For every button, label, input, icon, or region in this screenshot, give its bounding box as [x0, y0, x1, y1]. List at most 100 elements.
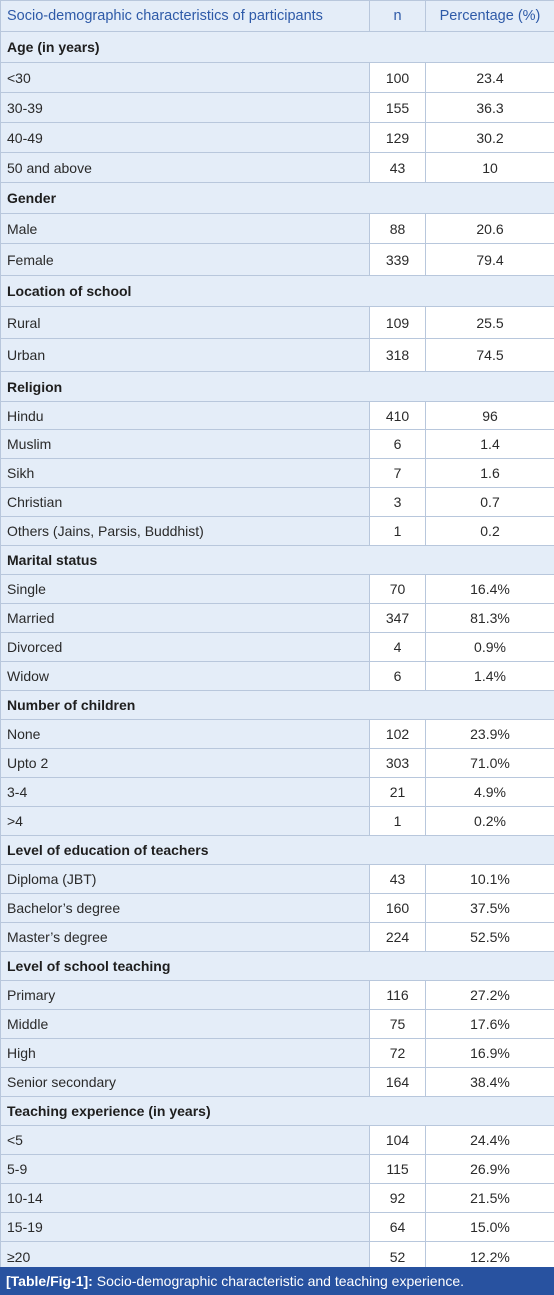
row-count: 6	[369, 661, 426, 691]
row-count: 3	[369, 487, 426, 517]
table-row: Single 70 16.4%	[0, 574, 554, 604]
section-row: Location of school	[0, 275, 554, 307]
table-row: 3-4 21 4.9%	[0, 777, 554, 807]
table-row: 40-49 129 30.2	[0, 122, 554, 153]
row-count: 70	[369, 574, 426, 604]
table-row: 15-19 64 15.0%	[0, 1212, 554, 1242]
table-row: Bachelor’s degree 160 37.5%	[0, 893, 554, 923]
section-row: Level of education of teachers	[0, 835, 554, 865]
row-count: 100	[369, 62, 426, 93]
table-row: Others (Jains, Parsis, Buddhist) 1 0.2	[0, 516, 554, 546]
row-label: Others (Jains, Parsis, Buddhist)	[0, 516, 370, 546]
row-label: Primary	[0, 980, 370, 1010]
table-row: Married 347 81.3%	[0, 603, 554, 633]
table-row: Sikh 7 1.6	[0, 458, 554, 488]
table-header-row: Socio-demographic characteristics of par…	[0, 0, 554, 32]
table-row: Urban 318 74.5	[0, 338, 554, 372]
row-count: 155	[369, 92, 426, 123]
row-label: Divorced	[0, 632, 370, 662]
row-count: 164	[369, 1067, 426, 1097]
header-percentage: Percentage (%)	[425, 0, 554, 32]
row-percentage: 1.4	[425, 429, 554, 459]
table-caption: [Table/Fig-1]: Socio-demographic charact…	[0, 1267, 554, 1295]
row-count: 109	[369, 306, 426, 339]
row-count: 339	[369, 243, 426, 276]
row-label: Widow	[0, 661, 370, 691]
row-label: ≥20	[0, 1241, 370, 1272]
row-percentage: 37.5%	[425, 893, 554, 923]
section-title: Marital status	[0, 545, 554, 575]
table-row: 5-9 115 26.9%	[0, 1154, 554, 1184]
section-title: Level of education of teachers	[0, 835, 554, 865]
row-percentage: 30.2	[425, 122, 554, 153]
row-count: 116	[369, 980, 426, 1010]
row-percentage: 96	[425, 401, 554, 430]
row-count: 21	[369, 777, 426, 807]
row-count: 303	[369, 748, 426, 778]
row-percentage: 81.3%	[425, 603, 554, 633]
row-percentage: 74.5	[425, 338, 554, 372]
row-percentage: 0.2	[425, 516, 554, 546]
caption-tag: [Table/Fig-1]:	[6, 1273, 93, 1289]
row-label: Middle	[0, 1009, 370, 1039]
section-title: Teaching experience (in years)	[0, 1096, 554, 1126]
row-label: Christian	[0, 487, 370, 517]
section-title: Age (in years)	[0, 31, 554, 63]
row-label: <5	[0, 1125, 370, 1155]
table-row: None 102 23.9%	[0, 719, 554, 749]
row-percentage: 23.4	[425, 62, 554, 93]
row-label: Upto 2	[0, 748, 370, 778]
row-count: 88	[369, 213, 426, 244]
table-row: Diploma (JBT) 43 10.1%	[0, 864, 554, 894]
row-label: Single	[0, 574, 370, 604]
row-percentage: 79.4	[425, 243, 554, 276]
section-row: Teaching experience (in years)	[0, 1096, 554, 1126]
table-row: Divorced 4 0.9%	[0, 632, 554, 662]
row-percentage: 26.9%	[425, 1154, 554, 1184]
row-count: 104	[369, 1125, 426, 1155]
table-row: Hindu 410 96	[0, 401, 554, 430]
table-row: Female 339 79.4	[0, 243, 554, 276]
section-row: Religion	[0, 371, 554, 402]
row-label: 10-14	[0, 1183, 370, 1213]
row-count: 410	[369, 401, 426, 430]
row-count: 75	[369, 1009, 426, 1039]
table-row: Master’s degree 224 52.5%	[0, 922, 554, 952]
row-count: 1	[369, 806, 426, 836]
caption-text: Socio-demographic characteristic and tea…	[96, 1273, 465, 1289]
section-title: Number of children	[0, 690, 554, 720]
row-percentage: 38.4%	[425, 1067, 554, 1097]
row-count: 92	[369, 1183, 426, 1213]
section-title: Gender	[0, 182, 554, 214]
row-percentage: 0.7	[425, 487, 554, 517]
row-count: 160	[369, 893, 426, 923]
table-row: <5 104 24.4%	[0, 1125, 554, 1155]
row-label: 5-9	[0, 1154, 370, 1184]
section-row: Gender	[0, 182, 554, 214]
row-label: 50 and above	[0, 152, 370, 183]
row-label: Muslim	[0, 429, 370, 459]
table-row: Christian 3 0.7	[0, 487, 554, 517]
header-characteristics: Socio-demographic characteristics of par…	[0, 0, 370, 32]
row-percentage: 16.9%	[425, 1038, 554, 1068]
row-count: 115	[369, 1154, 426, 1184]
row-count: 129	[369, 122, 426, 153]
row-percentage: 4.9%	[425, 777, 554, 807]
row-count: 102	[369, 719, 426, 749]
section-title: Level of school teaching	[0, 951, 554, 981]
table-row: 10-14 92 21.5%	[0, 1183, 554, 1213]
table-row: Middle 75 17.6%	[0, 1009, 554, 1039]
row-label: Hindu	[0, 401, 370, 430]
row-label: 15-19	[0, 1212, 370, 1242]
row-percentage: 15.0%	[425, 1212, 554, 1242]
row-label: Urban	[0, 338, 370, 372]
row-label: 3-4	[0, 777, 370, 807]
row-count: 43	[369, 152, 426, 183]
row-count: 43	[369, 864, 426, 894]
row-count: 224	[369, 922, 426, 952]
table-row: 30-39 155 36.3	[0, 92, 554, 123]
table-row: Muslim 6 1.4	[0, 429, 554, 459]
table-row: >4 1 0.2%	[0, 806, 554, 836]
